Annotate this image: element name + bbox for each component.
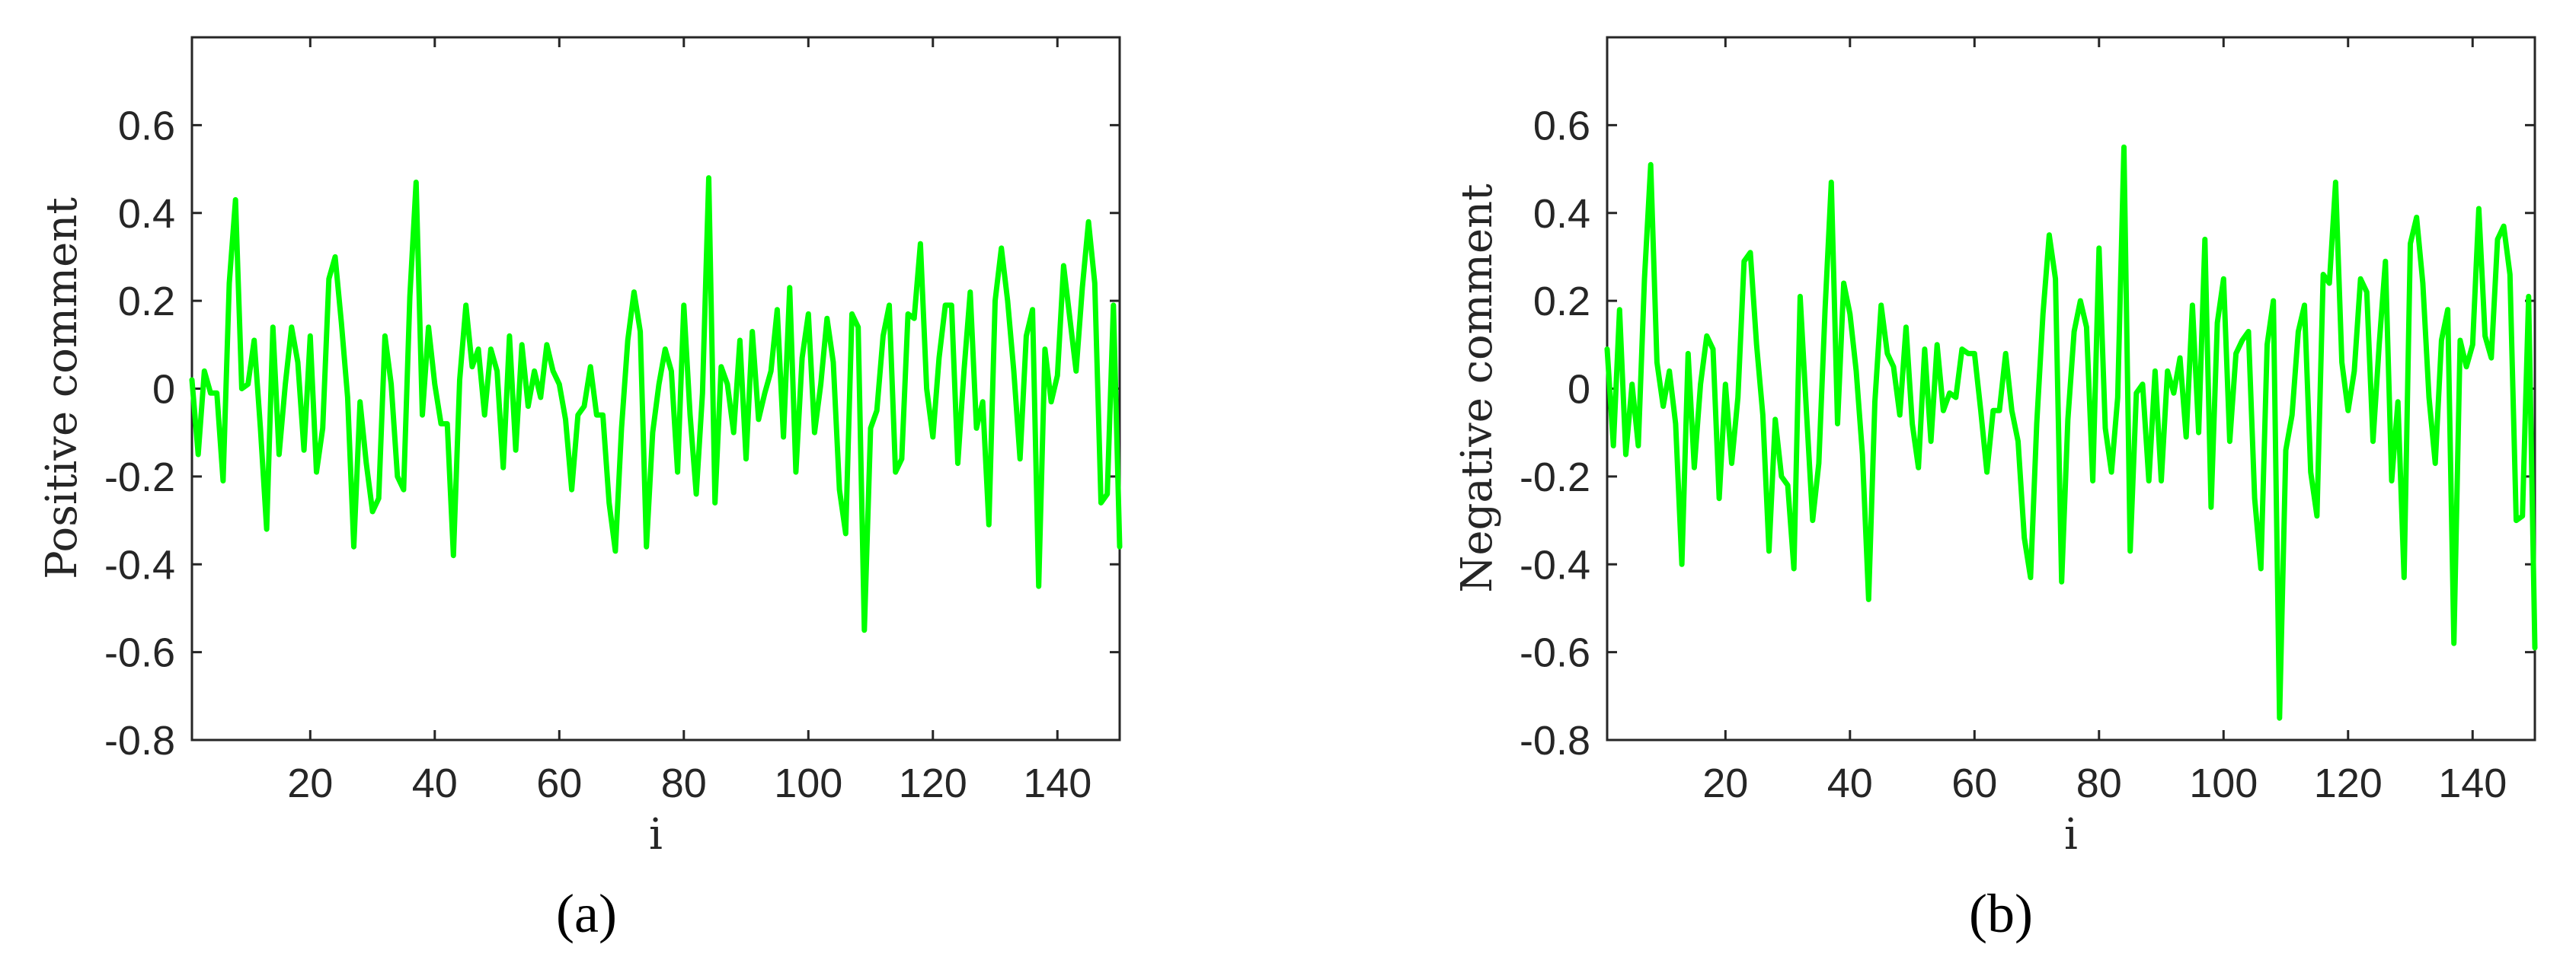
y-tick-labels: 0.6 0.4 0.2 0 -0.2 -0.4 -0.6 -0.8 xyxy=(104,103,175,764)
negative-comment-line xyxy=(1604,144,2538,721)
y-tick-label: -0.8 xyxy=(1520,718,1590,764)
x-tick-labels: 20 40 60 80 100 120 140 xyxy=(1702,761,2507,806)
y-tick-label: -0.2 xyxy=(1520,455,1590,500)
x-tick-label: 20 xyxy=(287,761,333,806)
x-axis-title: i xyxy=(2064,810,2078,860)
y-tick-label: -0.4 xyxy=(104,542,175,588)
y-tick-label: -0.6 xyxy=(1520,630,1590,676)
panel-a: 0.6 0.4 0.2 0 -0.2 -0.4 -0.6 -0.8 20 40 60 80 100 12… xyxy=(37,36,1123,944)
y-tick-label: 0 xyxy=(1568,367,1590,413)
x-tick-label: 140 xyxy=(1023,761,1091,806)
panel-b: 0.6 0.4 0.2 0 -0.2 -0.4 -0.6 -0.8 20 40 60 80 100 12… xyxy=(1453,36,2538,944)
x-tick-label: 120 xyxy=(2314,761,2383,806)
y-axis-title: Negative comment xyxy=(1453,183,1502,593)
panel-label: (b) xyxy=(1969,883,2033,944)
y-tick-label: -0.8 xyxy=(104,718,175,764)
x-tick-label: 80 xyxy=(2076,761,2122,806)
y-tick-label: 0.2 xyxy=(118,279,175,324)
axis-ticks xyxy=(192,37,1120,742)
x-tick-label: 120 xyxy=(899,761,967,806)
y-tick-label: -0.6 xyxy=(104,630,175,676)
panel-label: (a) xyxy=(556,883,617,944)
y-tick-label: -0.4 xyxy=(1520,542,1590,588)
y-tick-labels: 0.6 0.4 0.2 0 -0.2 -0.4 -0.6 -0.8 xyxy=(1520,103,1590,764)
y-tick-label: 0.4 xyxy=(118,191,175,237)
y-tick-label: -0.2 xyxy=(104,455,175,500)
x-axis-title: i xyxy=(649,810,663,860)
x-tick-label: 20 xyxy=(1702,761,1748,806)
y-tick-label: 0.4 xyxy=(1533,191,1590,237)
y-tick-label: 0.6 xyxy=(118,103,175,148)
x-tick-label: 60 xyxy=(536,761,582,806)
y-axis-title: Positive comment xyxy=(37,197,87,579)
x-tick-label: 80 xyxy=(661,761,707,806)
y-tick-label: 0 xyxy=(152,367,175,413)
x-tick-label: 40 xyxy=(1827,761,1873,806)
x-tick-label: 100 xyxy=(2189,761,2258,806)
positive-comment-line xyxy=(189,175,1123,633)
x-tick-label: 100 xyxy=(774,761,842,806)
x-tick-label: 60 xyxy=(1951,761,1997,806)
x-tick-labels: 20 40 60 80 100 120 140 xyxy=(287,761,1091,806)
x-tick-label: 140 xyxy=(2438,761,2507,806)
y-tick-label: 0.2 xyxy=(1533,279,1590,324)
y-tick-label: 0.6 xyxy=(1533,103,1590,148)
x-tick-label: 40 xyxy=(412,761,458,806)
